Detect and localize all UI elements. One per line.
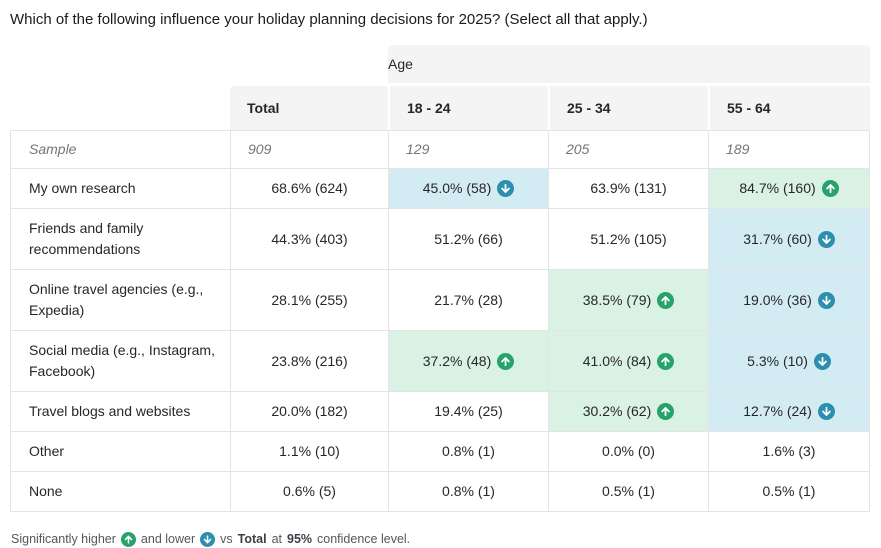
- row-label: Online travel agencies (e.g., Expedia): [10, 269, 230, 330]
- data-cell: 63.9% (131): [548, 168, 708, 208]
- footnote-text: and lower: [140, 532, 196, 546]
- significantly-higher-icon: [657, 403, 675, 420]
- significance-footnote: Significantly higher and lower vs Total …: [10, 531, 871, 547]
- data-cell: 28.1% (255): [230, 269, 388, 330]
- data-cell: 23.8% (216): [230, 330, 388, 391]
- sample-value-18-24: 129: [388, 130, 548, 168]
- significantly-higher-icon: [657, 352, 675, 370]
- table-row: Online travel agencies (e.g., Expedia) 2…: [10, 269, 871, 330]
- data-cell: 51.2% (105): [548, 208, 708, 269]
- significantly-lower-icon: [817, 230, 835, 248]
- footnote-confidence-value: 95%: [287, 532, 313, 546]
- row-label-header-blank: [10, 86, 230, 130]
- page-title: Which of the following influence your ho…: [10, 11, 648, 28]
- data-cell: 31.7% (60): [708, 208, 871, 269]
- data-cell: 20.0% (182): [230, 391, 388, 431]
- column-header-row: Total 18 - 24 25 - 34 55 - 64: [10, 86, 871, 130]
- column-group-header-age: Age: [388, 45, 871, 83]
- table-row: Travel blogs and websites 20.0% (182) 19…: [10, 391, 871, 431]
- table-row: Social media (e.g., Instagram, Facebook)…: [10, 330, 871, 391]
- footnote-text: at: [271, 532, 282, 546]
- column-header-55-64: 55 - 64: [708, 86, 871, 130]
- column-header-25-34: 25 - 34: [548, 86, 708, 130]
- footnote-text: Significantly higher: [11, 532, 116, 546]
- data-cell: 1.1% (10): [230, 431, 388, 471]
- significantly-lower-icon: [813, 352, 831, 370]
- cell-value: 5.3% (10): [747, 352, 808, 369]
- sample-value-total: 909: [230, 130, 388, 168]
- data-cell: 1.6% (3): [708, 431, 871, 471]
- data-cell: 44.3% (403): [230, 208, 388, 269]
- cell-value: 31.7% (60): [743, 230, 812, 247]
- cell-value: 12.7% (24): [743, 403, 812, 419]
- table-row: Friends and family recommendations 44.3%…: [10, 208, 871, 269]
- column-header-18-24: 18 - 24: [388, 86, 548, 130]
- cell-value: 41.0% (84): [582, 352, 652, 369]
- sample-value-25-34: 205: [548, 130, 708, 168]
- row-label: Travel blogs and websites: [10, 391, 230, 431]
- data-cell: 0.6% (5): [230, 471, 388, 512]
- row-label: None: [10, 471, 230, 512]
- significantly-higher-icon: [657, 291, 675, 309]
- cell-value: 84.7% (160): [739, 180, 816, 196]
- significantly-lower-icon: [200, 531, 216, 547]
- cell-value: 45.0% (58): [422, 180, 492, 196]
- footnote-text: vs: [220, 532, 233, 546]
- data-cell: 45.0% (58): [388, 168, 548, 208]
- table-row: None 0.6% (5) 0.8% (1) 0.5% (1) 0.5% (1): [10, 471, 871, 512]
- significantly-higher-icon: [821, 180, 839, 197]
- data-cell: 37.2% (48): [388, 330, 548, 391]
- data-cell: 38.5% (79): [548, 269, 708, 330]
- crosstab-table: Age Total 18 - 24 25 - 34 55 - 64 Sample…: [10, 45, 871, 512]
- cell-value: 30.2% (62): [582, 403, 652, 419]
- sample-row: Sample 909 129 205 189: [10, 130, 871, 168]
- data-cell: 5.3% (10): [708, 330, 871, 391]
- data-cell: 0.5% (1): [548, 471, 708, 512]
- data-cell: 0.8% (1): [388, 431, 548, 471]
- data-cell: 0.0% (0): [548, 431, 708, 471]
- table-row: My own research 68.6% (624) 45.0% (58) 6…: [10, 168, 871, 208]
- column-group-row: Age: [10, 45, 871, 83]
- row-label: My own research: [10, 168, 230, 208]
- row-label: Friends and family recommendations: [10, 208, 230, 269]
- significantly-higher-icon: [120, 531, 136, 547]
- significantly-lower-icon: [817, 403, 835, 420]
- data-cell: 0.5% (1): [708, 471, 871, 512]
- data-cell: 21.7% (28): [388, 269, 548, 330]
- footnote-text: confidence level.: [317, 532, 411, 546]
- significantly-lower-icon: [817, 291, 835, 309]
- data-cell: 19.4% (25): [388, 391, 548, 431]
- significantly-higher-icon: [497, 352, 515, 370]
- row-label: Social media (e.g., Instagram, Facebook): [10, 330, 230, 391]
- data-cell: 19.0% (36): [708, 269, 871, 330]
- column-group-spacer: [10, 45, 388, 83]
- data-cell: 84.7% (160): [708, 168, 871, 208]
- cell-value: 37.2% (48): [422, 352, 492, 369]
- data-cell: 30.2% (62): [548, 391, 708, 431]
- cell-value: 19.0% (36): [743, 291, 812, 308]
- sample-row-label: Sample: [10, 130, 230, 168]
- significantly-lower-icon: [497, 180, 515, 197]
- footnote-total-label: Total: [237, 532, 267, 546]
- cell-value: 38.5% (79): [582, 291, 652, 308]
- data-cell: 51.2% (66): [388, 208, 548, 269]
- table-row: Other 1.1% (10) 0.8% (1) 0.0% (0) 1.6% (…: [10, 431, 871, 471]
- data-cell: 68.6% (624): [230, 168, 388, 208]
- column-header-total: Total: [230, 86, 388, 130]
- data-cell: 0.8% (1): [388, 471, 548, 512]
- data-cell: 12.7% (24): [708, 391, 871, 431]
- data-cell: 41.0% (84): [548, 330, 708, 391]
- row-label: Other: [10, 431, 230, 471]
- sample-value-55-64: 189: [708, 130, 871, 168]
